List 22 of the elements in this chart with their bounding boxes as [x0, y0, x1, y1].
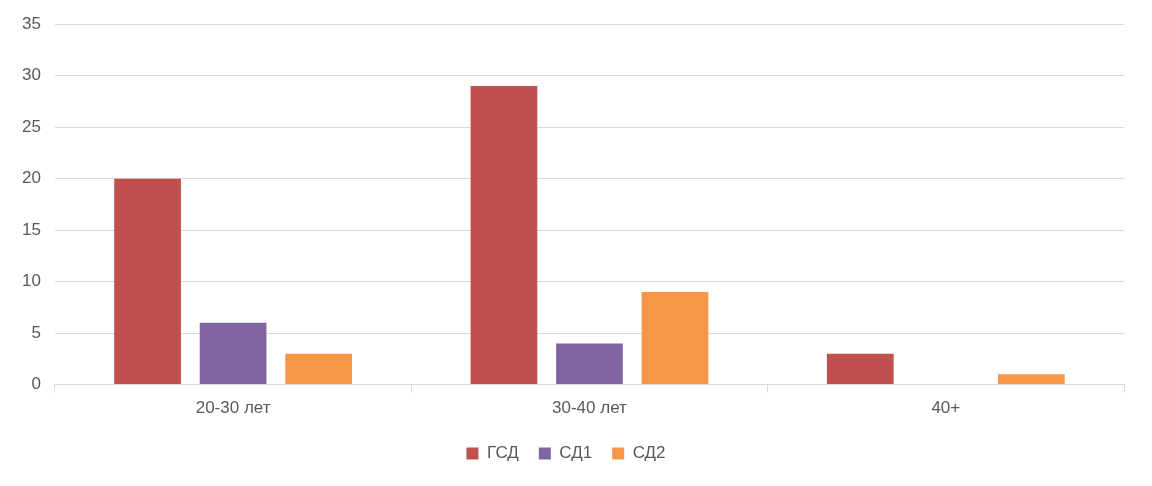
y-tick-label: 5 — [31, 322, 41, 342]
y-tick-label: 20 — [21, 168, 41, 188]
bar — [826, 353, 894, 385]
x-tick-label: 20-30 лет — [195, 398, 271, 418]
legend-label: ГСД — [486, 443, 520, 463]
bar — [641, 291, 709, 385]
y-tick-label: 25 — [21, 116, 41, 136]
bar — [285, 353, 352, 385]
y-tick-label: 30 — [21, 65, 41, 85]
y-tick-label: 0 — [31, 374, 41, 394]
bar — [199, 322, 267, 385]
bar — [470, 85, 538, 385]
y-tick-label: 10 — [21, 271, 41, 291]
legend-label: СД2 — [632, 443, 666, 463]
bar — [997, 374, 1065, 385]
bar — [556, 343, 623, 385]
bar — [114, 178, 181, 385]
legend-label: СД1 — [559, 443, 593, 463]
y-tick-label: 35 — [21, 13, 41, 33]
y-tick-label: 15 — [21, 219, 41, 239]
x-tick-label: 40+ — [931, 398, 961, 418]
x-tick-label: 30-40 лет — [552, 398, 628, 418]
